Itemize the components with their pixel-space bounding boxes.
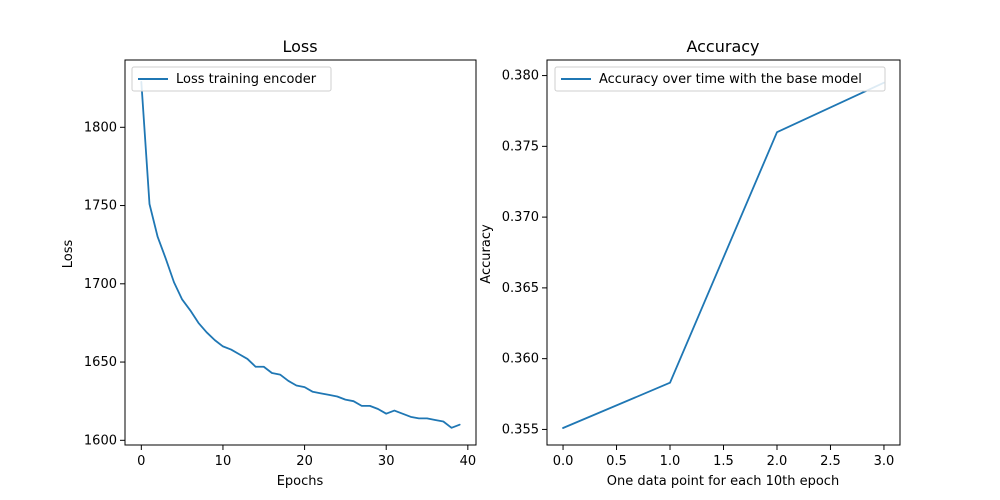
accuracy-y-tick-label-3: 0.370 [502, 210, 539, 225]
accuracy-plot-frame [546, 59, 901, 446]
loss-y-tick-label-3: 1750 [84, 199, 117, 214]
accuracy-series-layer [562, 81, 885, 429]
accuracy-x-tick-label-6: 3.0 [874, 454, 895, 469]
accuracy-legend-label: Accuracy over time with the base model [599, 72, 862, 87]
accuracy-y-tick-label-5: 0.380 [502, 69, 539, 84]
loss-x-tick-label-4: 40 [460, 454, 477, 469]
accuracy-y-axis-label: Accuracy [479, 224, 494, 284]
accuracy-y-tick-label-0: 0.355 [502, 422, 539, 437]
loss-legend: Loss training encoder [131, 66, 332, 92]
accuracy-x-tick-label-2: 1.0 [660, 454, 681, 469]
accuracy-axes-decor: 0.0 0.5 1.0 1.5 2.0 2.5 3.0 0.355 0.360 0.365 0.37… [502, 69, 895, 469]
loss-y-tick-label-1: 1650 [84, 355, 117, 370]
loss-x-tick-label-1: 10 [215, 454, 232, 469]
loss-x-axis-label: Epochs [277, 474, 324, 489]
accuracy-y-tick-label-4: 0.375 [502, 139, 539, 154]
accuracy-x-tick-label-0: 0.0 [553, 454, 574, 469]
accuracy-series-line-0 [562, 81, 885, 429]
loss-x-tick-label-0: 0 [137, 454, 145, 469]
loss-x-tick-label-2: 20 [296, 454, 313, 469]
loss-series-layer [140, 81, 461, 429]
accuracy-chart-title: Accuracy [686, 37, 759, 56]
loss-axes-decor: 0 10 20 30 40 1600 1650 1700 1750 1800 [84, 120, 476, 469]
accuracy-x-tick-label-5: 2.5 [820, 454, 841, 469]
accuracy-x-tick-label-4: 2.0 [767, 454, 788, 469]
loss-subplot: Loss Epochs Loss 0 10 20 30 40 1600 1650 1700 17… [61, 37, 477, 489]
accuracy-y-tick-label-2: 0.365 [502, 281, 539, 296]
loss-series-line-0 [140, 81, 461, 429]
loss-y-tick-label-2: 1700 [84, 277, 117, 292]
loss-y-tick-label-0: 1600 [84, 433, 117, 448]
accuracy-y-tick-label-1: 0.360 [502, 352, 539, 367]
accuracy-x-axis-label: One data point for each 10th epoch [607, 474, 839, 489]
loss-y-axis-label: Loss [61, 240, 76, 269]
loss-chart-title: Loss [282, 37, 317, 56]
accuracy-x-tick-label-3: 1.5 [713, 454, 734, 469]
loss-plot-frame [124, 59, 477, 446]
accuracy-legend: Accuracy over time with the base model [554, 66, 886, 92]
loss-y-tick-label-4: 1800 [84, 120, 117, 135]
loss-legend-box [131, 66, 332, 92]
loss-x-tick-label-3: 30 [378, 454, 395, 469]
loss-legend-label: Loss training encoder [176, 72, 317, 87]
accuracy-legend-box [554, 66, 886, 92]
accuracy-subplot: Accuracy One data point for each 10th ep… [479, 37, 901, 489]
accuracy-x-tick-label-1: 0.5 [606, 454, 627, 469]
